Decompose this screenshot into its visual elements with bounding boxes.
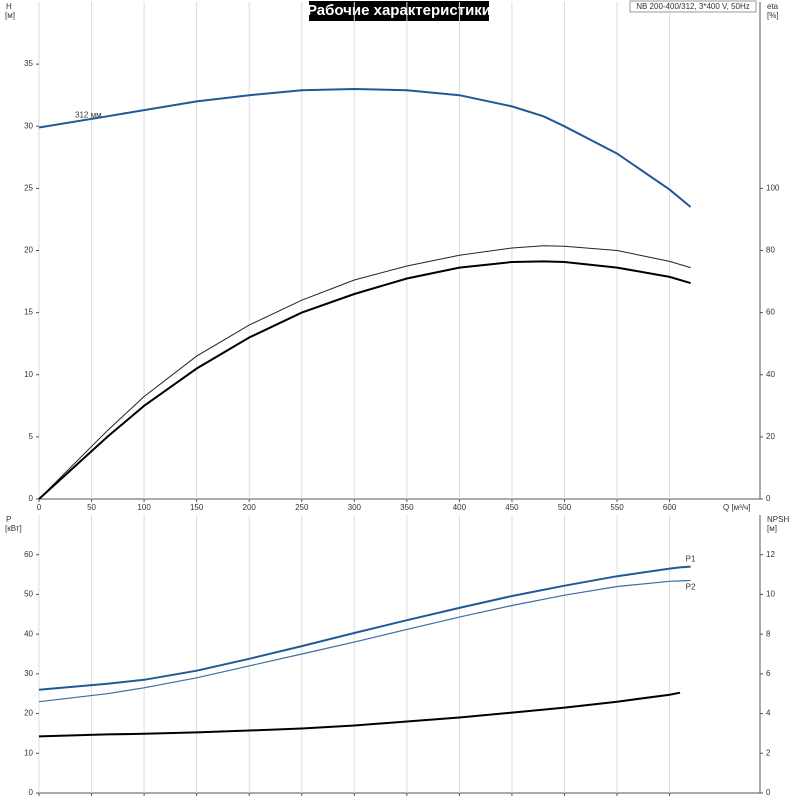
series-label: P2 [686,583,696,592]
y2-tick-label: 6 [766,669,771,678]
y2-tick-label: 2 [766,748,771,757]
y-axis-label: H [6,2,12,11]
y2-axis-label: NPSH [767,515,789,524]
x-tick-label: 500 [558,503,572,512]
y2-tick-label: 4 [766,709,771,718]
chart-title: Рабочие характеристики [307,2,491,19]
y2-tick-label: 60 [766,308,775,317]
y-tick-label: 0 [29,494,34,503]
chart-subtitle: NB 200-400/312, 3*400 V, 50Hz [636,2,750,11]
x-tick-label: 300 [348,503,362,512]
curve [38,260,691,500]
y2-axis-unit: [м] [767,524,777,533]
x-tick-label: 250 [295,503,309,512]
y-tick-label: 10 [24,748,33,757]
x-tick-label: 50 [87,503,96,512]
y-axis-label: P [6,515,11,524]
curve [38,565,691,691]
x-tick-label: 600 [663,503,677,512]
curve [38,245,691,500]
curve [38,87,692,208]
y-axis-unit: [кВт] [5,524,22,533]
y-tick-label: 20 [24,709,33,718]
y2-tick-label: 10 [766,590,775,599]
y-tick-label: 30 [24,121,33,130]
x-tick-label: 350 [400,503,414,512]
y2-tick-label: 12 [766,550,775,559]
y2-tick-label: 8 [766,629,771,638]
y2-tick-label: 20 [766,432,775,441]
y-tick-label: 35 [24,59,33,68]
x-tick-label: 0 [37,503,42,512]
y2-tick-label: 40 [766,370,775,379]
x-tick-label: 150 [190,503,204,512]
x-tick-label: 550 [610,503,624,512]
y-axis-unit: [м] [5,11,15,20]
x-axis-label: Q [м³/ч] [723,503,750,512]
series-label: 312 мм [75,111,102,120]
x-tick-label: 200 [243,503,257,512]
y-tick-label: 15 [24,308,33,317]
y-tick-label: 25 [24,183,33,192]
series-label: P1 [686,555,696,564]
curve [38,579,691,703]
y-tick-label: 60 [24,550,33,559]
y-tick-label: 5 [29,432,34,441]
y-tick-label: 10 [24,370,33,379]
x-tick-label: 100 [137,503,151,512]
y-tick-label: 20 [24,246,33,255]
subtitle-box [629,0,757,13]
x-tick-label: 400 [453,503,467,512]
y2-tick-label: 100 [766,183,780,192]
y2-axis-unit: [%] [767,11,779,20]
y-tick-label: 30 [24,669,33,678]
x-tick-label: 450 [505,503,519,512]
y-tick-label: 40 [24,629,33,638]
curve [38,691,681,738]
y2-tick-label: 80 [766,246,775,255]
y2-tick-label: 0 [766,494,771,503]
y-tick-label: 50 [24,590,33,599]
y2-axis-label: eta [767,2,779,11]
y-tick-label: 0 [29,788,34,797]
y2-tick-label: 0 [766,788,771,797]
